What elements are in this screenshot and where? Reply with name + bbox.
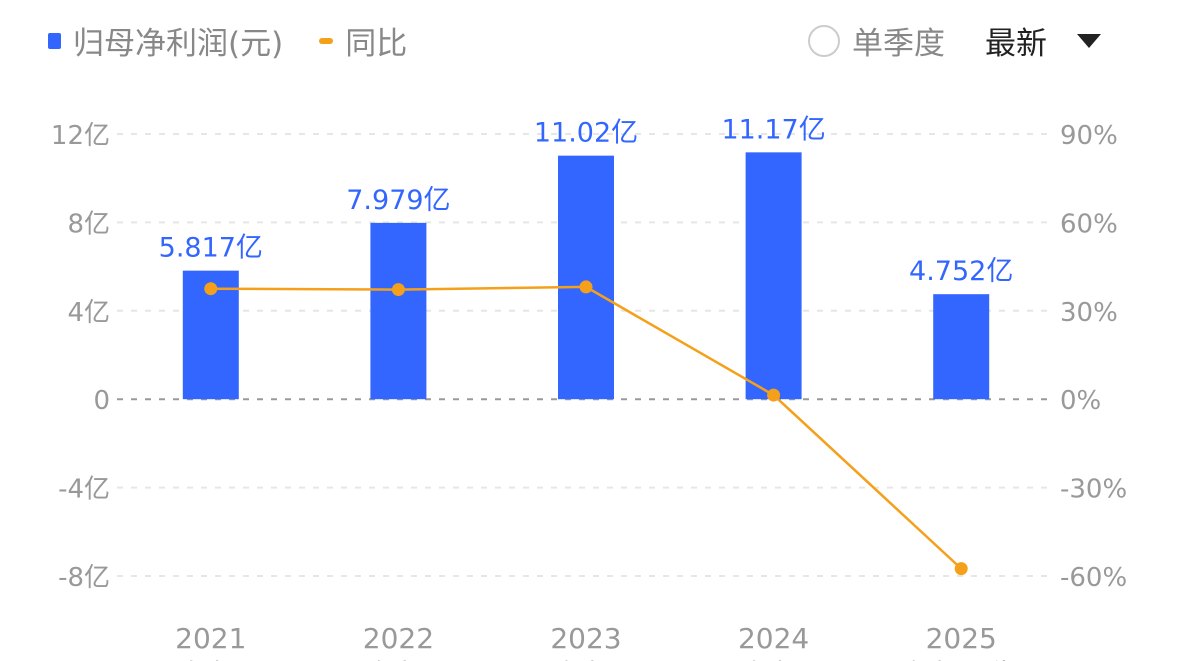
- bar-value-label: 7.979亿: [346, 185, 450, 216]
- yoy-point: [204, 282, 218, 296]
- sort-dropdown-label[interactable]: 最新: [985, 26, 1047, 62]
- bar-legend-label: 归母净利润(元): [73, 26, 284, 62]
- bar: [370, 222, 427, 400]
- left-tick-label: -8亿: [58, 563, 110, 593]
- bar-value-label: 11.02亿: [534, 118, 638, 149]
- right-tick-label: -30%: [1060, 475, 1127, 505]
- quarter-label[interactable]: 单季度: [852, 26, 945, 62]
- yoy-point: [579, 280, 593, 294]
- bar-value-label: 5.817亿: [159, 233, 263, 264]
- x-tick-label: 2024: [738, 622, 809, 655]
- x-tick-sublabel: 年报: [370, 658, 426, 661]
- right-tick-label: -60%: [1060, 563, 1127, 593]
- bar-value-label: 11.17亿: [721, 114, 825, 145]
- bar-legend-swatch: [48, 32, 61, 49]
- left-tick-label: 12亿: [51, 121, 110, 151]
- bar: [933, 294, 990, 400]
- yoy-point: [767, 388, 781, 402]
- right-tick-label: 30%: [1060, 298, 1118, 328]
- x-tick-label: 2021: [175, 622, 246, 655]
- line-legend-label: 同比: [345, 26, 408, 62]
- right-tick-label: 60%: [1060, 209, 1118, 239]
- x-tick-label: 2022: [363, 622, 434, 655]
- quarter-radio[interactable]: [808, 24, 840, 57]
- left-tick-label: 0: [93, 386, 110, 416]
- x-tick-sublabel: 年报: [746, 658, 802, 661]
- x-tick-sublabel: 年报: [558, 658, 614, 661]
- left-tick-label: -4亿: [58, 475, 110, 505]
- right-tick-label: 90%: [1060, 121, 1118, 151]
- x-tick-label: 2023: [550, 622, 621, 655]
- yoy-point: [391, 283, 405, 297]
- line-legend-swatch: [319, 37, 334, 44]
- dropdown-triangle-icon[interactable]: [1077, 33, 1101, 48]
- left-tick-label: 8亿: [67, 209, 110, 239]
- bar: [558, 155, 614, 400]
- left-tick-label: 4亿: [67, 298, 110, 328]
- x-tick-sublabel: 年报: [183, 658, 239, 661]
- legend: 归母净利润(元) 同比: [48, 18, 407, 63]
- x-tick-sublabel: 年报预告: [905, 658, 1017, 661]
- right-tick-label: 0%: [1060, 386, 1101, 416]
- bar: [745, 152, 802, 400]
- bar-value-label: 4.752亿: [909, 256, 1013, 287]
- yoy-point: [954, 562, 968, 576]
- x-tick-label: 2025: [926, 622, 997, 655]
